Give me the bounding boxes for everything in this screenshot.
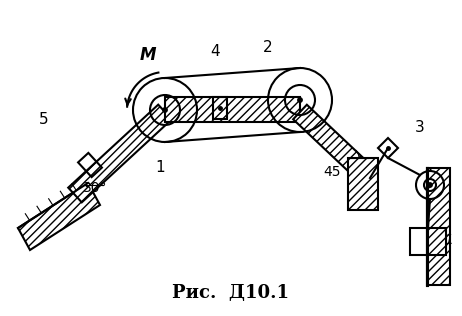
Text: 2: 2 (263, 40, 273, 54)
Text: 5: 5 (39, 112, 49, 127)
Polygon shape (68, 105, 172, 202)
Polygon shape (18, 183, 100, 250)
Text: 45: 45 (323, 165, 341, 179)
Text: М: М (140, 46, 156, 64)
Text: 4: 4 (210, 45, 220, 59)
Polygon shape (165, 97, 300, 122)
Polygon shape (293, 105, 377, 185)
Text: Рис.  Д10.1: Рис. Д10.1 (172, 284, 290, 302)
Circle shape (298, 98, 302, 102)
Text: 30°: 30° (83, 181, 107, 195)
Polygon shape (348, 158, 378, 210)
Circle shape (428, 183, 432, 187)
Polygon shape (427, 168, 450, 285)
Text: 3: 3 (415, 120, 425, 136)
Circle shape (163, 108, 167, 112)
Text: 1: 1 (444, 233, 453, 247)
Text: 1: 1 (155, 161, 165, 175)
